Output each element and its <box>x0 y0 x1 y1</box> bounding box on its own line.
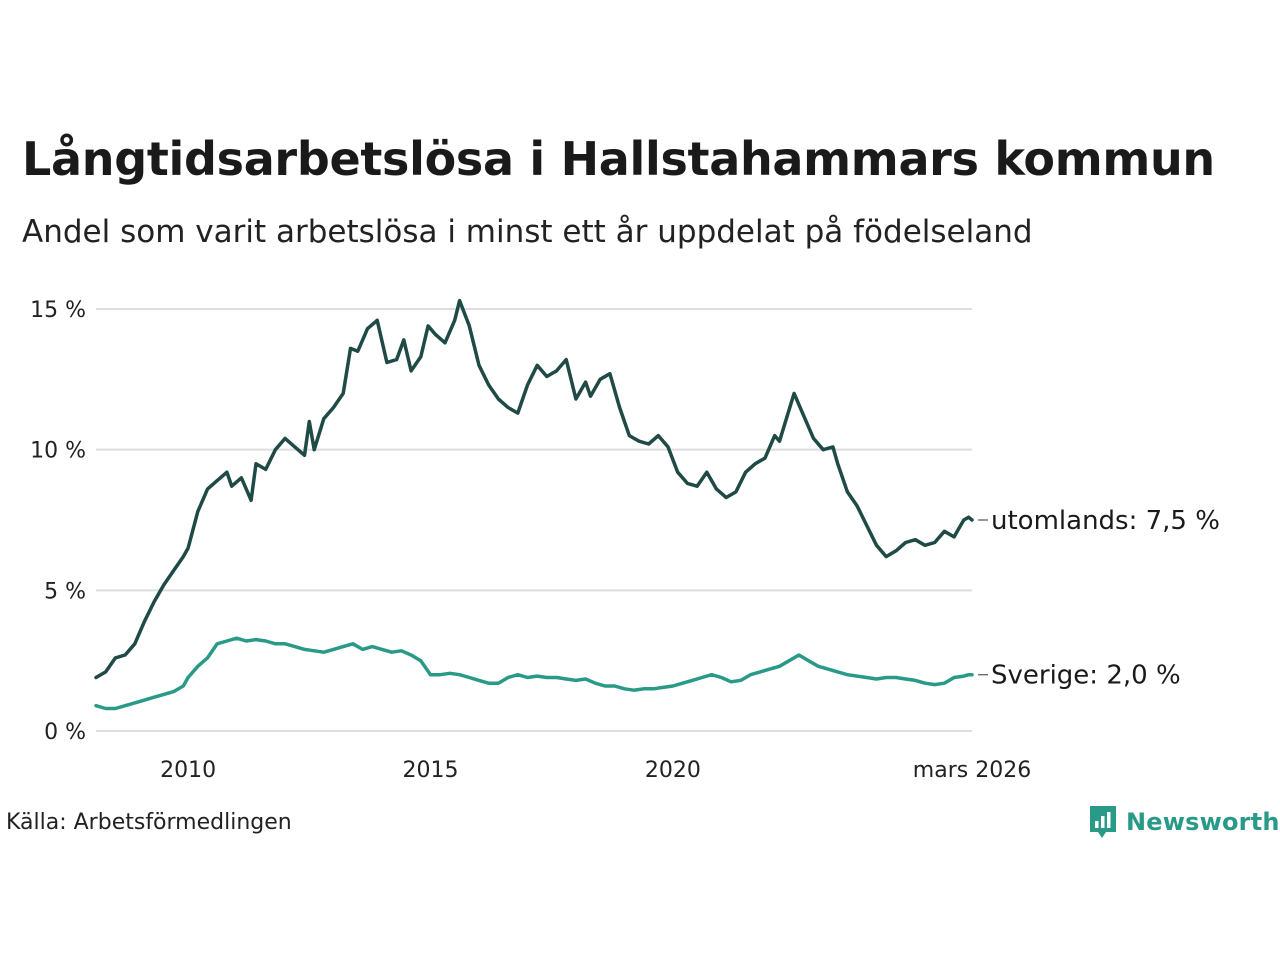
brand-name: Newsworthy <box>1126 808 1280 836</box>
series-line-sverige <box>94 636 974 711</box>
series-end-labels: utomlands: 7,5 % Sverige: 2,0 % <box>978 506 1220 691</box>
x-tick-label: 2020 <box>645 758 701 783</box>
series-end-label-sverige: Sverige: 2,0 % <box>991 661 1181 691</box>
x-tick-label: mars 2026 <box>913 758 1031 783</box>
brand-logo: Newsworthy <box>1088 803 1280 841</box>
chart-title: Långtidsarbetslösa i Hallstahammars komm… <box>22 132 1215 186</box>
y-axis-labels: 0 % 5 % 10 % 15 % <box>30 298 86 745</box>
x-tick-label: 2015 <box>402 758 458 783</box>
y-tick-label: 10 % <box>30 439 86 464</box>
newsworthy-logo-icon <box>1090 806 1116 838</box>
y-tick-label: 15 % <box>30 298 86 323</box>
y-tick-label: 0 % <box>44 720 86 745</box>
series-lines <box>94 298 974 711</box>
x-tick-label: 2010 <box>160 758 216 783</box>
x-axis-labels: 2010 2015 2020 mars 2026 <box>160 758 1031 783</box>
source-note: Källa: Arbetsförmedlingen <box>6 810 292 835</box>
series-end-label-utomlands: utomlands: 7,5 % <box>991 506 1220 536</box>
y-tick-label: 5 % <box>44 579 86 604</box>
chart-subtitle: Andel som varit arbetslösa i minst ett å… <box>22 214 1033 250</box>
series-line-utomlands <box>94 298 974 680</box>
